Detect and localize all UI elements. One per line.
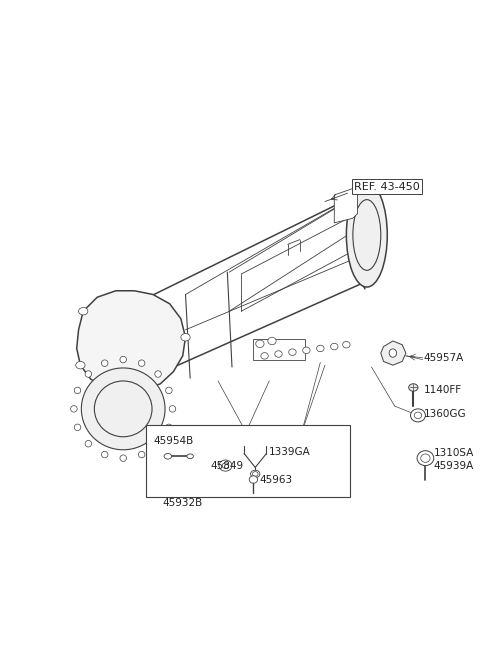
Ellipse shape <box>331 343 338 350</box>
Text: 45957A: 45957A <box>423 353 464 363</box>
Text: 45849: 45849 <box>211 460 244 470</box>
Ellipse shape <box>120 356 126 363</box>
Text: REF. 43-450: REF. 43-450 <box>354 181 420 192</box>
Ellipse shape <box>187 454 193 458</box>
Ellipse shape <box>414 412 422 419</box>
Ellipse shape <box>74 387 81 394</box>
Ellipse shape <box>74 424 81 430</box>
Ellipse shape <box>421 454 430 462</box>
Text: 45939A: 45939A <box>434 460 474 470</box>
Ellipse shape <box>95 381 152 437</box>
Bar <box>145 424 350 497</box>
Ellipse shape <box>166 387 172 394</box>
Ellipse shape <box>101 360 108 366</box>
Ellipse shape <box>85 371 92 377</box>
Ellipse shape <box>155 440 161 447</box>
Ellipse shape <box>138 451 145 458</box>
Ellipse shape <box>169 405 176 412</box>
Ellipse shape <box>261 352 268 359</box>
Ellipse shape <box>252 472 258 476</box>
Ellipse shape <box>120 455 126 461</box>
Ellipse shape <box>166 424 172 430</box>
Text: 45963: 45963 <box>260 474 293 485</box>
Text: 45932B: 45932B <box>162 498 203 508</box>
Ellipse shape <box>275 350 282 357</box>
Ellipse shape <box>71 405 77 412</box>
Ellipse shape <box>256 340 264 348</box>
Ellipse shape <box>303 347 310 354</box>
Ellipse shape <box>417 451 434 466</box>
Ellipse shape <box>181 333 190 341</box>
Ellipse shape <box>410 409 425 422</box>
Ellipse shape <box>353 200 381 271</box>
FancyBboxPatch shape <box>253 339 304 360</box>
Ellipse shape <box>222 463 229 468</box>
Ellipse shape <box>101 451 108 458</box>
Polygon shape <box>381 341 406 365</box>
Polygon shape <box>334 189 358 223</box>
Ellipse shape <box>408 384 418 391</box>
Ellipse shape <box>76 362 85 369</box>
Ellipse shape <box>317 345 324 352</box>
Text: 45954B: 45954B <box>153 436 193 447</box>
Ellipse shape <box>288 349 296 356</box>
Ellipse shape <box>164 453 171 459</box>
Text: 1140FF: 1140FF <box>423 385 462 395</box>
Text: 1310SA: 1310SA <box>434 447 474 458</box>
Ellipse shape <box>389 349 396 357</box>
Ellipse shape <box>251 470 260 477</box>
Polygon shape <box>77 291 185 392</box>
Ellipse shape <box>79 307 88 315</box>
Ellipse shape <box>85 440 92 447</box>
Ellipse shape <box>343 341 350 348</box>
Ellipse shape <box>138 360 145 366</box>
Ellipse shape <box>249 476 258 483</box>
Ellipse shape <box>347 183 387 287</box>
Ellipse shape <box>219 460 232 471</box>
Text: 1360GG: 1360GG <box>423 409 466 419</box>
Ellipse shape <box>155 371 161 377</box>
Ellipse shape <box>81 368 165 450</box>
Text: 1339GA: 1339GA <box>269 447 311 457</box>
Ellipse shape <box>268 337 276 345</box>
